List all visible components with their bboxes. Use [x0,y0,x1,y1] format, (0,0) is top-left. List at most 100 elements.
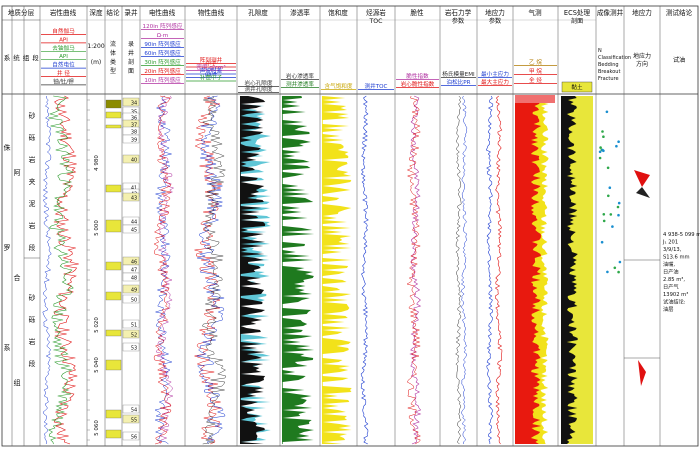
header-row: 地质分层 岩性曲线 深度 结论 录井 电性曲线 物性曲线 孔隙度 渗透率 饱和度 烃源岩 脆性 岩石力学… [4,8,693,93]
image-log-dip [608,186,612,189]
strat-subheader: 段 [32,53,39,62]
res-curve-legend-label: 10in 阵列感应 [144,76,181,84]
column-title: ECS处理 [564,8,591,17]
image-log-dip [598,150,602,154]
layer-number: 47 [131,268,137,274]
gas-methane-fill [515,96,542,444]
image-log-dip [602,135,605,138]
depth-unit: (m) [91,59,102,66]
column-title: 物性曲线 [198,8,225,17]
lith-curve-legend-label: 铀/钍/钾 [53,77,74,85]
mudlog-layer [122,414,140,424]
lith-curve-legend-label: API [59,54,68,60]
stress-direction-rose [638,360,646,386]
fluid-layer [105,219,122,233]
column-title: 深度 [89,8,103,17]
phys-curve-legend-label: 阵列测井 [200,56,223,64]
min-stress-curve [485,95,494,445]
column-title: 饱和度 [328,8,348,17]
layer-number: 36 [131,116,137,122]
mudlog-layer [122,294,140,304]
column-title: 成像测井 [597,8,624,17]
strat-member-lower: 岩 [29,337,36,346]
res-curve-legend-label: 90in 阵列感应 [144,40,181,48]
res-curve-legend-label: 30in 阵列感应 [144,58,181,66]
layer-number: 34 [131,101,137,107]
permeability-fill [282,96,315,444]
core-brittleness-curve [406,95,422,445]
mudlog-layer [122,272,140,282]
layer-number: 56 [131,435,137,441]
column-subtitle: 参数 [489,17,502,25]
fluid-layer [105,124,122,129]
mudlog-subheader: 录 [128,40,134,48]
conclusion-subheader: 型 [110,67,116,75]
layer-number: 41 [131,186,137,192]
lith-curve-legend-label: API [59,37,68,43]
phys-curve-legend-label: 补偿中子 [200,74,223,82]
image-log-legend: Classification [598,55,631,61]
layer-number: 54 [131,408,137,414]
lith-curve-legend-label: 自然伽马 [52,27,75,35]
fluid-layer [105,261,122,271]
strat-system: 罗 [4,244,11,252]
column-title: 孔隙度 [248,8,268,17]
strat-member-upper: 段 [29,243,36,252]
depth-scale: 1:200 [87,43,104,50]
mudlog-layer [122,342,140,352]
density-curve [196,95,226,445]
toc-curve [360,95,369,445]
column-title: 气测 [528,8,542,17]
mudlog-layer [122,192,140,202]
layer-number: 45 [131,228,137,234]
strat-member-upper: 泥 [29,200,36,208]
ecs-legend-label: 黏土 [571,83,583,91]
column-grid [1,5,699,447]
strat-subheader: 系 [4,53,11,62]
image-log-dip [600,240,604,244]
fluid-layer [105,429,122,439]
image-log-legend: Fracture [598,76,619,82]
res-curve-legend-label: Ω·m [157,33,169,39]
strat-member-lower: 砾 [29,315,36,324]
stress-legend-label: 最小主应力 [481,70,509,78]
test-label: 试油 [673,56,685,64]
layer-number: 53 [131,346,137,352]
ecs-legend-box [561,81,593,93]
column-title: 测试结论 [666,8,693,17]
column-subtitle: 参数 [452,17,465,25]
layer-number: 50 [131,298,137,304]
strat-system: 系 [4,343,11,352]
fluid-layer [105,99,122,109]
image-log-dip [613,266,617,270]
res-curve-legend-label: 20in 阵列感应 [144,67,181,75]
por-legend-label: 测井孔隙度 [245,85,273,93]
image-log-dip [598,156,602,160]
mudlog-layer [122,284,140,294]
column-title: 地应力 [632,8,652,17]
strat-group: 合 [14,273,21,282]
stress-direction-rose [636,187,650,198]
image-log-dip [617,140,620,143]
porosity-black-fill [240,96,266,444]
column-subtitle: 剖面 [571,17,583,25]
test-result-line: 3/9/13, [663,247,682,253]
image-log-legend: Breakout [598,69,620,75]
column-title: 录井 [124,8,138,17]
test-result-line: J₁ 201 [662,240,678,246]
strat-system: 侏 [4,143,11,152]
mech-legend-label: 杨氏模量EMI [442,70,475,78]
strat-subheader: 统 [13,53,20,62]
fluid-layer [105,409,122,419]
brittle-legend-label: 岩心脆性指数 [401,80,435,88]
layer-number: 38 [131,130,137,136]
layer-number: 49 [131,288,137,294]
conclusion-subheader: 体 [110,49,116,57]
strat-subheader: 组 [23,53,30,62]
depth-label: 4 980 [94,155,100,171]
brittle-legend-label: 脆性指数 [406,72,429,80]
poisson-ratio-curve [460,95,468,445]
image-log-dip [616,205,620,209]
column-title: 渗透率 [290,8,310,17]
